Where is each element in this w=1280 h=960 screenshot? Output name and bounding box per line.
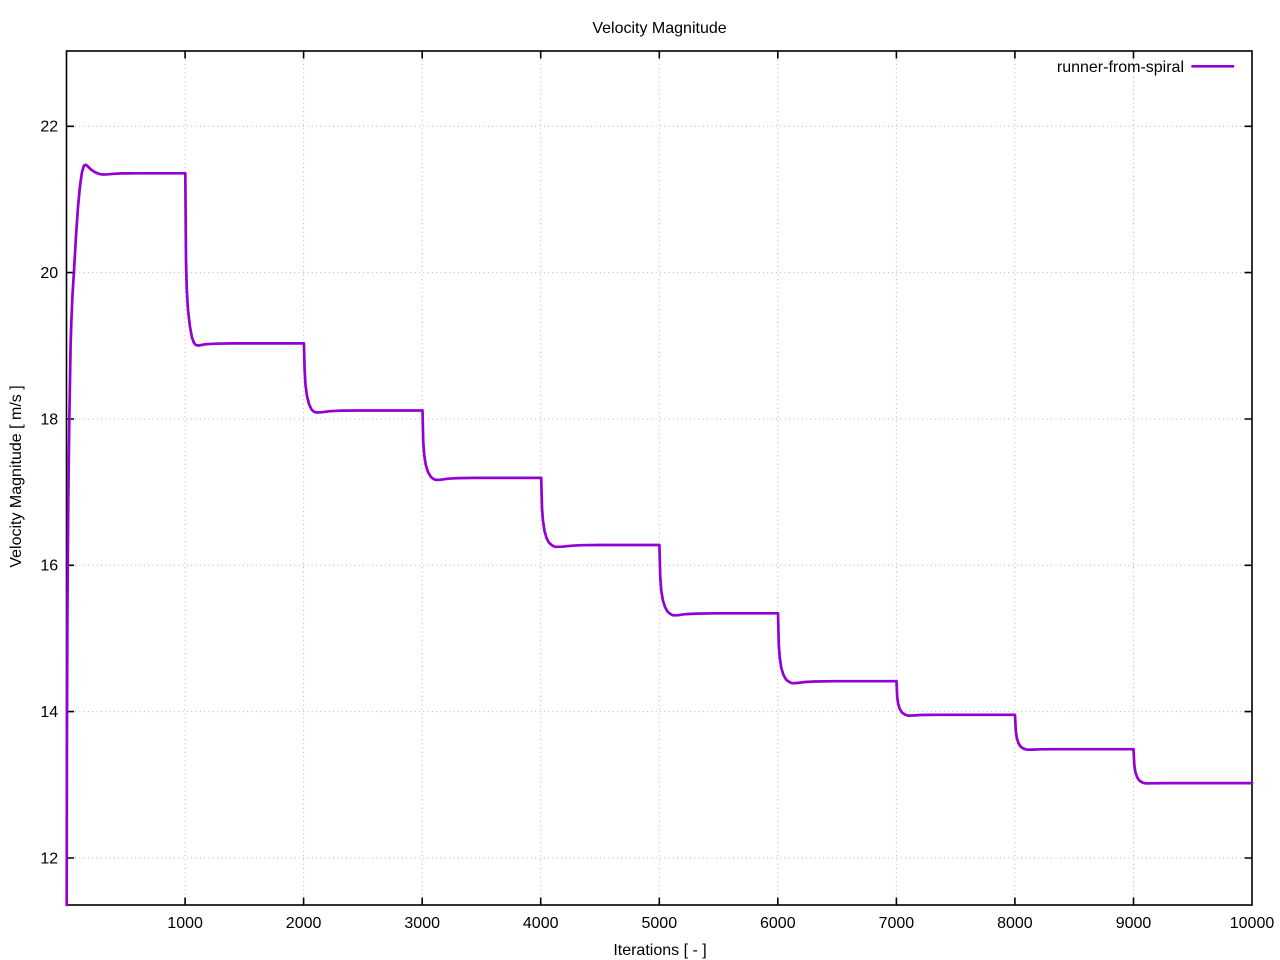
svg-text:20: 20 bbox=[40, 265, 58, 282]
svg-text:14: 14 bbox=[40, 704, 58, 721]
svg-text:1000: 1000 bbox=[167, 915, 203, 932]
svg-text:runner-from-spiral: runner-from-spiral bbox=[1057, 59, 1184, 76]
svg-text:7000: 7000 bbox=[879, 915, 915, 932]
svg-text:8000: 8000 bbox=[997, 915, 1033, 932]
svg-text:16: 16 bbox=[40, 558, 58, 575]
svg-text:Iterations [ - ]: Iterations [ - ] bbox=[613, 942, 706, 959]
svg-text:9000: 9000 bbox=[1116, 915, 1152, 932]
svg-text:22: 22 bbox=[40, 119, 58, 136]
svg-text:2000: 2000 bbox=[286, 915, 322, 932]
svg-text:Velocity Magnitude [ m/s ]: Velocity Magnitude [ m/s ] bbox=[8, 385, 25, 567]
svg-text:10000: 10000 bbox=[1230, 915, 1275, 932]
svg-text:5000: 5000 bbox=[642, 915, 678, 932]
svg-text:6000: 6000 bbox=[760, 915, 796, 932]
svg-text:18: 18 bbox=[40, 411, 58, 428]
svg-text:Velocity Magnitude: Velocity Magnitude bbox=[592, 20, 726, 37]
svg-text:12: 12 bbox=[40, 850, 58, 867]
svg-text:3000: 3000 bbox=[404, 915, 440, 932]
svg-text:4000: 4000 bbox=[523, 915, 559, 932]
